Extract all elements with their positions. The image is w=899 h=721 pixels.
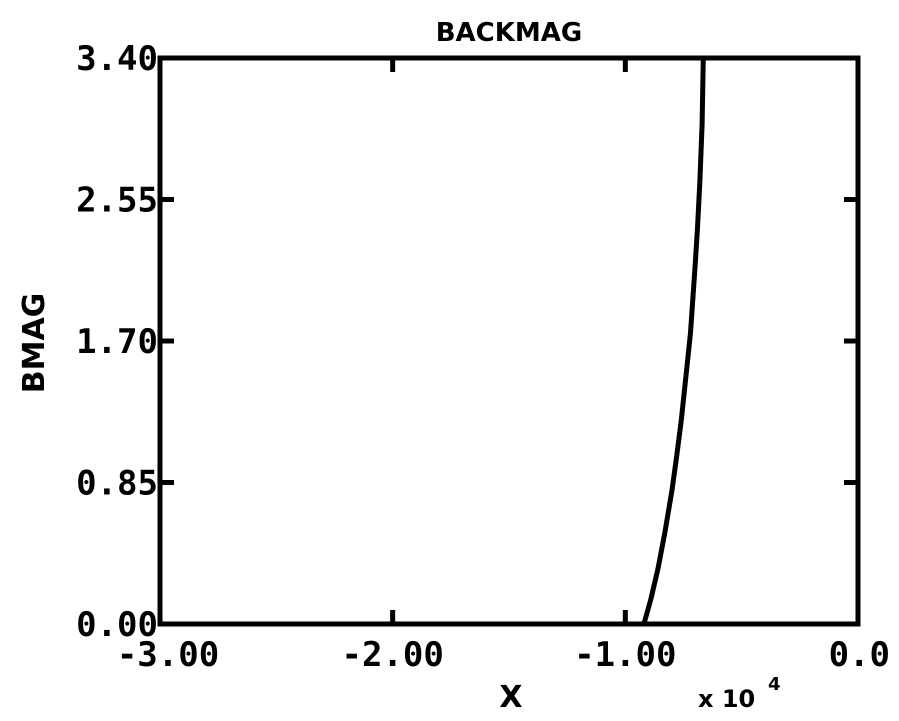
y-tick-label: 3.40: [76, 39, 158, 79]
x-axis-label: X: [499, 680, 522, 715]
chart-title: BACKMAG: [436, 18, 583, 48]
labels: BACKMAG X BMAG x 10 4 -3.00 -2.00 -1.00 0.0…: [17, 18, 890, 715]
x-scale-exponent: 4: [768, 674, 781, 695]
y-tick-label: 1.70: [76, 322, 158, 362]
plot-frame: [157, 55, 861, 627]
x-scale-label: x 10: [698, 685, 755, 713]
y-tick-label: 0.00: [76, 605, 158, 645]
axes: [157, 55, 861, 627]
series-layer: [641, 55, 706, 627]
y-tick-label: 0.85: [76, 464, 158, 504]
x-tick-label: 0.0: [829, 635, 890, 675]
x-tick-label: -1.00: [574, 635, 676, 675]
series-line: [641, 55, 706, 627]
x-tick-label: -3.00: [117, 635, 219, 675]
y-tick-label: 2.55: [76, 181, 158, 221]
x-tick-label: -2.00: [341, 635, 443, 675]
y-axis-label: BMAG: [17, 293, 52, 394]
